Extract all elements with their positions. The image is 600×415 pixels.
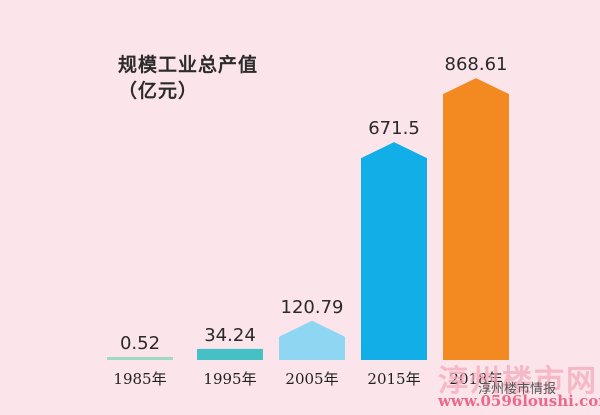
bar-2015年: [361, 142, 427, 360]
category-label: 2018年: [449, 370, 502, 388]
category-label: 2005年: [285, 370, 338, 388]
chart-title-text: 规模工业总产值: [118, 54, 259, 76]
category-label: 1995年: [203, 370, 256, 388]
value-label: 34.24: [204, 325, 256, 346]
bar-1985年: [107, 357, 173, 360]
chart-unit-text: （亿元）: [118, 80, 199, 102]
value-label: 120.79: [281, 297, 344, 318]
category-label: 1985年: [113, 370, 166, 388]
value-label: 868.61: [445, 54, 508, 75]
bar-1995年: [197, 348, 263, 360]
bar-2005年: [279, 320, 345, 360]
bar-2018年: [443, 78, 509, 360]
chart-title: 规模工业总产值 （亿元）: [118, 52, 258, 104]
category-label: 2015年: [367, 370, 420, 388]
watermark-brand: 淳州楼市网: [438, 364, 598, 399]
value-label: 671.5: [368, 118, 420, 139]
value-label: 0.52: [120, 333, 160, 354]
watermark-subtext: 淳州楼市情报: [478, 382, 557, 397]
watermark-url: www.0596loushi.com: [438, 392, 600, 410]
